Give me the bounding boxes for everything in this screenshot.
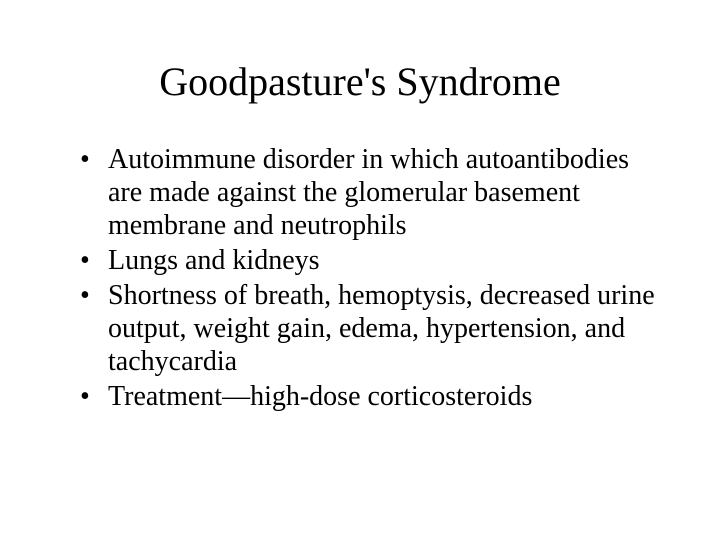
slide-title: Goodpasture's Syndrome [60,58,660,105]
bullet-list: Autoimmune disorder in which autoantibod… [60,143,660,413]
bullet-item: Shortness of breath, hemoptysis, decreas… [80,279,660,378]
bullet-item: Lungs and kidneys [80,244,660,277]
slide-container: Goodpasture's Syndrome Autoimmune disord… [0,0,720,540]
bullet-item: Treatment—high-dose corticosteroids [80,380,660,413]
bullet-item: Autoimmune disorder in which autoantibod… [80,143,660,242]
